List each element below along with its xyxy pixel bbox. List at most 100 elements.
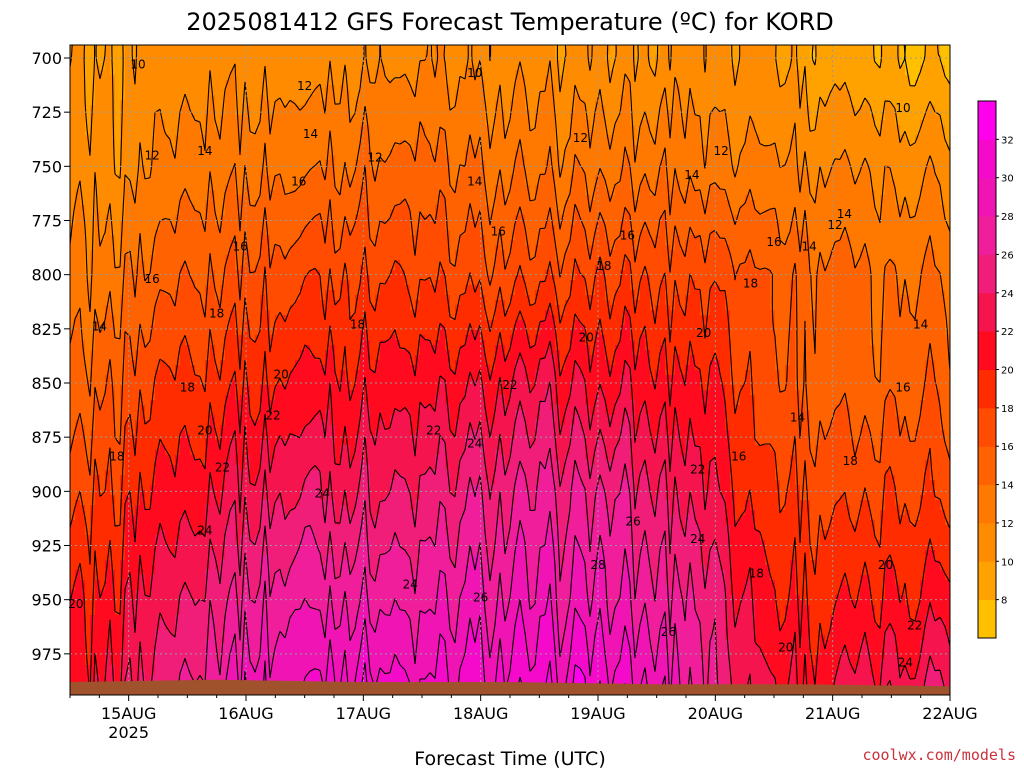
field-cell (790, 85, 796, 91)
field-cell (150, 70, 156, 76)
field-cell (845, 135, 851, 141)
field-cell (405, 105, 411, 111)
field-cell (455, 115, 461, 121)
field-cell (240, 155, 246, 161)
field-cell (395, 95, 401, 101)
field-cell (905, 125, 911, 131)
field-cell (790, 175, 796, 181)
field-cell (225, 145, 231, 151)
field-cell (760, 50, 766, 56)
field-cell (160, 90, 166, 96)
field-cell (605, 95, 611, 101)
field-cell (600, 135, 606, 141)
field-cell (180, 140, 186, 146)
field-cell (250, 100, 256, 106)
field-cell (865, 135, 871, 141)
field-cell (375, 110, 381, 116)
field-cell (855, 90, 861, 96)
field-cell (105, 105, 111, 111)
field-cell (150, 100, 156, 106)
field-cell (845, 170, 851, 176)
field-cell (790, 160, 796, 166)
field-cell (840, 140, 846, 146)
field-cell (700, 75, 706, 81)
field-cell (165, 155, 171, 161)
field-cell (660, 45, 666, 51)
field-cell (130, 110, 136, 116)
field-cell (825, 110, 831, 116)
field-cell (185, 170, 191, 176)
field-cell (810, 160, 816, 166)
field-cell (300, 155, 306, 161)
field-cell (140, 100, 146, 106)
field-cell (360, 150, 366, 156)
field-cell (465, 80, 471, 86)
field-cell (170, 135, 176, 141)
field-cell (495, 75, 501, 81)
field-cell (175, 70, 181, 76)
field-cell (380, 120, 386, 126)
field-cell (395, 130, 401, 136)
field-cell (760, 100, 766, 106)
field-cell (395, 80, 401, 86)
field-cell (375, 105, 381, 111)
field-cell (70, 105, 76, 111)
field-cell (105, 135, 111, 141)
field-cell (210, 45, 216, 51)
field-cell (220, 65, 226, 71)
field-cell (765, 105, 771, 111)
field-cell (710, 135, 716, 141)
field-cell (305, 70, 311, 76)
field-cell (475, 45, 481, 51)
field-cell (275, 75, 281, 81)
field-cell (180, 175, 186, 181)
field-cell (430, 95, 436, 101)
field-cell (810, 180, 816, 186)
field-cell (450, 130, 456, 136)
field-cell (770, 125, 776, 131)
field-cell (275, 70, 281, 76)
field-cell (315, 145, 321, 151)
field-cell (845, 130, 851, 136)
field-cell (690, 60, 696, 66)
field-cell (125, 125, 131, 131)
field-cell (250, 115, 256, 121)
field-cell (690, 120, 696, 126)
field-cell (750, 100, 756, 106)
field-cell (640, 145, 646, 151)
field-cell (300, 150, 306, 156)
field-cell (320, 70, 326, 76)
field-cell (810, 110, 816, 116)
field-cell (615, 130, 621, 136)
field-cell (385, 110, 391, 116)
field-cell (395, 180, 401, 186)
field-cell (485, 160, 491, 166)
field-cell (310, 185, 316, 191)
field-cell (440, 170, 446, 176)
field-cell (255, 90, 261, 96)
field-cell (940, 90, 946, 96)
field-cell (665, 45, 671, 51)
field-cell (450, 50, 456, 56)
field-cell (255, 150, 261, 156)
field-cell (75, 75, 81, 81)
field-cell (875, 75, 881, 81)
field-cell (720, 60, 726, 66)
field-cell (495, 90, 501, 96)
field-cell (80, 170, 86, 176)
field-cell (720, 115, 726, 121)
field-cell (75, 70, 81, 76)
field-cell (335, 80, 341, 86)
field-cell (675, 45, 681, 51)
field-cell (335, 115, 341, 121)
field-cell (520, 115, 526, 121)
field-cell (160, 100, 166, 106)
field-cell (435, 105, 441, 111)
field-cell (280, 150, 286, 156)
field-cell (525, 160, 531, 166)
field-cell (625, 135, 631, 141)
field-cell (795, 45, 801, 51)
field-cell (450, 115, 456, 121)
field-cell (760, 90, 766, 96)
field-cell (505, 95, 511, 101)
